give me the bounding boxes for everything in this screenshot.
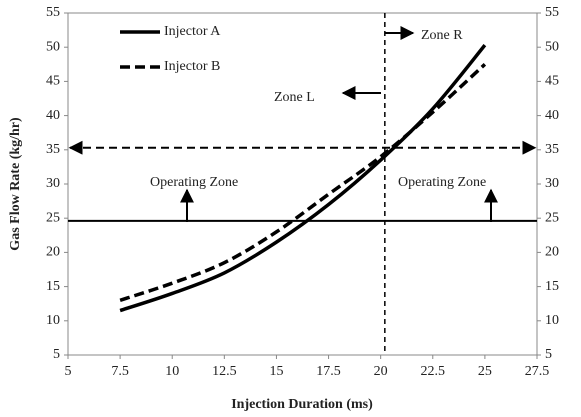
y-tick-label: 50	[46, 39, 60, 54]
x-tick-label: 27.5	[525, 364, 550, 379]
y-tick-label: 55	[46, 5, 60, 20]
x-tick-label: 7.5	[111, 364, 129, 379]
x-tick-label: 5	[65, 364, 72, 379]
x-tick-label: 25	[478, 364, 492, 379]
y-tick-label: 30	[46, 176, 60, 191]
x-tick-label: 15	[269, 364, 283, 379]
y-tick-label: 10	[46, 313, 60, 328]
y-axis-label: Gas Flow Rate (kg/hr)	[8, 117, 23, 251]
y-tick-label: 5	[53, 347, 60, 362]
x-tick-label: 10	[165, 364, 179, 379]
y2-tick-label: 5	[545, 347, 552, 362]
annotation: Operating Zone	[150, 175, 238, 190]
series-line	[119, 63, 487, 302]
x-tick-label: 22.5	[421, 364, 446, 379]
y2-tick-label: 50	[545, 39, 559, 54]
legend-label: Injector A	[164, 24, 221, 39]
y2-tick-label: 25	[545, 210, 559, 225]
x-tick-label: 12.5	[212, 364, 237, 379]
x-tick-label: 20	[374, 364, 388, 379]
y2-tick-label: 15	[545, 279, 559, 294]
y-tick-label: 20	[46, 245, 60, 260]
y-tick-label: 45	[46, 74, 60, 89]
y-tick-label: 15	[46, 279, 60, 294]
y-tick-label: 25	[46, 210, 60, 225]
x-tick-label: 17.5	[316, 364, 341, 379]
legend-label: Injector B	[164, 59, 220, 74]
y2-tick-label: 40	[545, 108, 559, 123]
annotation: Zone R	[421, 28, 463, 43]
y2-tick-label: 30	[545, 176, 559, 191]
y2-tick-label: 20	[545, 245, 559, 260]
y-tick-label: 35	[46, 142, 60, 157]
y-tick-label: 40	[46, 108, 60, 123]
annotation: Operating Zone	[398, 175, 486, 190]
series-line	[119, 44, 487, 313]
y2-tick-label: 55	[545, 5, 559, 20]
annotation: Zone L	[274, 90, 315, 105]
y2-tick-label: 45	[545, 74, 559, 89]
y2-tick-label: 10	[545, 313, 559, 328]
x-axis-label: Injection Duration (ms)	[231, 397, 373, 412]
y2-tick-label: 35	[545, 142, 559, 157]
